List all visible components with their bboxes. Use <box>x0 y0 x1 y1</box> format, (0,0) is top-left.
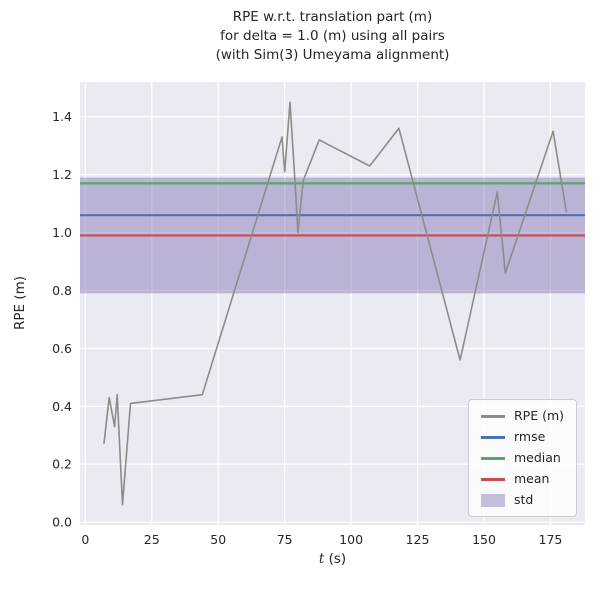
y-tick-label: 0.0 <box>52 515 72 530</box>
legend-swatch-line <box>480 435 505 439</box>
chart-title: RPE w.r.t. translation part (m) for delt… <box>80 8 585 65</box>
legend-label: mean <box>513 471 550 486</box>
y-tick-label: 0.8 <box>52 283 72 298</box>
legend-item-rpem: RPE (m) <box>480 408 564 423</box>
x-axis-label-unit: (s) <box>324 551 347 567</box>
legend-label: std <box>513 492 534 507</box>
legend-swatch-line <box>480 414 505 418</box>
legend-swatch-line <box>480 456 505 460</box>
y-tick-label: 1.4 <box>52 109 72 124</box>
y-tick-label: 1.0 <box>52 225 72 240</box>
x-tick-label: 25 <box>144 532 160 547</box>
x-axis-label: t (s) <box>80 551 585 567</box>
chart-title-line-1: RPE w.r.t. translation part (m) <box>232 9 433 25</box>
legend-swatch-patch <box>480 493 505 507</box>
legend-swatch-line <box>480 477 505 481</box>
rpe-series-line <box>103 101 568 506</box>
legend-item-median: median <box>480 450 564 465</box>
x-tick-label: 150 <box>472 532 496 547</box>
legend-item-mean: mean <box>480 471 564 486</box>
x-tick-label: 0 <box>81 532 89 547</box>
legend-label: median <box>513 450 561 465</box>
x-tick-label: 75 <box>277 532 293 547</box>
y-tick-label: 0.2 <box>52 457 72 472</box>
legend-label: RPE (m) <box>513 408 564 423</box>
y-axis-label: RPE (m) <box>12 275 28 331</box>
x-tick-label: 175 <box>539 532 563 547</box>
legend-item-rmse: rmse <box>480 429 564 444</box>
y-tick-label: 1.2 <box>52 167 72 182</box>
x-tick-label: 100 <box>339 532 363 547</box>
legend-item-std: std <box>480 492 564 507</box>
legend-label: rmse <box>513 429 546 444</box>
legend: RPE (m) rmse median mean std <box>467 399 577 517</box>
x-tick-label: 50 <box>210 532 226 547</box>
x-tick-label: 125 <box>406 532 430 547</box>
x-axis-label-variable: t <box>318 551 325 567</box>
y-tick-label: 0.6 <box>52 341 72 356</box>
chart-title-line-2: for delta = 1.0 (m) using all pairs <box>220 28 445 44</box>
chart-title-line-3: (with Sim(3) Umeyama alignment) <box>215 47 450 63</box>
y-tick-label: 0.4 <box>52 399 72 414</box>
